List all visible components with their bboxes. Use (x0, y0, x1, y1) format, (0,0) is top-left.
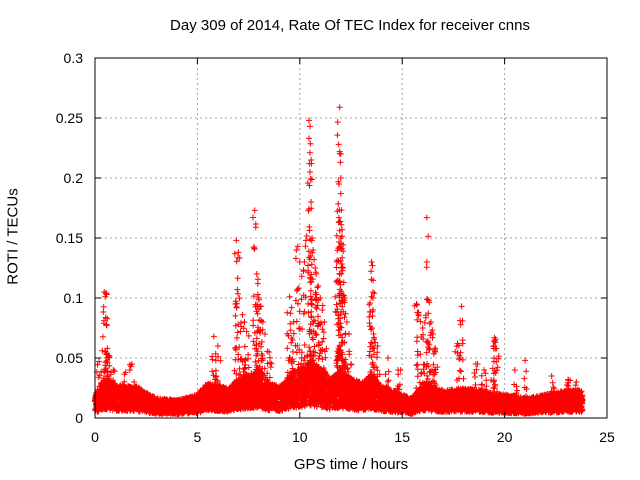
x-axis-label: GPS time / hours (293, 456, 409, 473)
series-roti (92, 104, 586, 417)
chart-title: Day 309 of 2014, Rate Of TEC Index for r… (170, 17, 530, 34)
